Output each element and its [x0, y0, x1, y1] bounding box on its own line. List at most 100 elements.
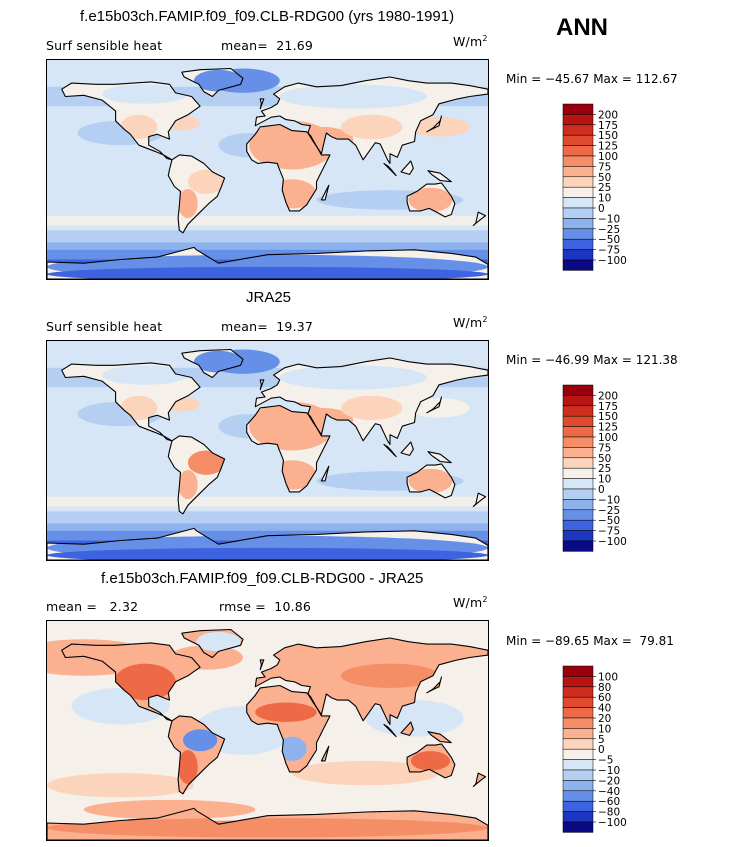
colorbar-tick-label: 20 [598, 713, 611, 725]
season-label: ANN [556, 14, 608, 41]
colorbar-bin [562, 249, 594, 261]
colorbar-bin [562, 519, 594, 531]
colorbar-tick-label: −10 [598, 765, 620, 777]
coastline [400, 721, 414, 736]
colorbar-bin [562, 478, 594, 490]
colorbar-tick-label: −50 [598, 515, 620, 527]
coastline [472, 211, 487, 227]
colorbar-bin [562, 395, 594, 407]
colorbar-bin [562, 197, 594, 209]
colorbar-bin [562, 457, 594, 469]
panel-1-minmax: Min = −45.67 Max = 112.67 [506, 72, 678, 86]
colorbar-bin [562, 707, 594, 719]
colorbar-bin [562, 821, 594, 833]
colorbar-bin [562, 447, 594, 459]
colorbar-bin [562, 467, 594, 479]
coastline [426, 115, 443, 133]
colorbar-bin [562, 426, 594, 438]
colorbar-tick-label: 125 [598, 422, 618, 434]
colorbar-tick-label: −75 [598, 526, 620, 538]
colorbar-tick-label: −100 [598, 255, 627, 267]
colorbar-bin [562, 186, 594, 198]
coastline [47, 807, 488, 840]
colorbar-tick-label: 80 [598, 682, 611, 694]
coastline [406, 743, 456, 779]
colorbar-bin [562, 759, 594, 771]
colorbar-tick-label: 100 [598, 432, 618, 444]
colorbar-bin [562, 134, 594, 146]
coastline [181, 628, 244, 659]
colorbar-tick-label: −20 [598, 775, 620, 787]
colorbar-tick-label: 0 [598, 744, 605, 756]
colorbar-tick-label: 125 [598, 141, 618, 153]
colorbar-tick-label: 10 [598, 193, 611, 205]
colorbar-tick-label: 60 [598, 692, 611, 704]
colorbar-bin [562, 145, 594, 157]
colorbar-tick-label: −5 [598, 755, 613, 767]
colorbar-tick-label: 150 [598, 130, 618, 142]
colorbar-bin [562, 676, 594, 688]
coastline [167, 435, 226, 515]
panel-1-title: f.e15b03ch.FAMIP.f09_f09.CLB-RDG00 (yrs … [80, 8, 455, 25]
colorbar-tick-label: −80 [598, 807, 620, 819]
colorbar-bin [562, 665, 594, 677]
colorbar-bin [562, 530, 594, 542]
coastline [320, 184, 330, 201]
colorbar-bin [562, 415, 594, 427]
coastline [259, 379, 265, 391]
panel-1-stat: mean= 21.69 [221, 38, 314, 53]
colorbar-tick-label: 10 [598, 723, 611, 735]
colorbar-bin [562, 748, 594, 760]
colorbar-tick-label: 75 [598, 442, 611, 454]
colorbar-bin [562, 436, 594, 448]
colorbar-bin [562, 509, 594, 521]
panel-3-colorbar: 100 80 60 40 20 10 5 0 −5 −10 −20 −40 −60 −80 −100 [562, 665, 627, 835]
colorbar-tick-label: 0 [598, 484, 605, 496]
coastline [426, 396, 443, 414]
panel-3-title: f.e15b03ch.FAMIP.f09_f09.CLB-RDG00 - JRA… [101, 570, 424, 587]
coastline [61, 81, 201, 161]
colorbar-tick-label: −75 [598, 245, 620, 257]
colorbar-bin [562, 259, 594, 271]
colorbar-bin [562, 176, 594, 188]
colorbar-bin [562, 540, 594, 552]
coastline [427, 451, 452, 464]
panel-2-left-label: Surf sensible heat [46, 319, 163, 334]
coastline [320, 465, 330, 482]
colorbar-bin [562, 728, 594, 740]
coastline [61, 362, 201, 442]
colorbar-tick-label: −50 [598, 234, 620, 246]
colorbar-tick-label: 50 [598, 172, 611, 184]
coastline [167, 154, 226, 234]
colorbar-tick-label: 200 [598, 390, 618, 402]
colorbar-bin [562, 686, 594, 698]
coastline [259, 98, 265, 110]
panel-2-title: JRA25 [246, 289, 292, 306]
coastline [181, 348, 244, 379]
colorbar-tick-label: −10 [598, 213, 620, 225]
coastline [400, 441, 414, 456]
panel-1-map [46, 59, 489, 280]
panel-2-minmax: Min = −46.99 Max = 121.38 [506, 353, 678, 367]
panel-2-map [46, 340, 489, 561]
colorbar-bin [562, 800, 594, 812]
coastline [427, 731, 452, 744]
colorbar-bin [562, 166, 594, 178]
colorbar-bin [562, 696, 594, 708]
panel-2-units: W/m2 [453, 315, 488, 331]
colorbar-bin [562, 405, 594, 417]
coastline [383, 162, 397, 177]
panel-3-map [46, 620, 489, 841]
colorbar-bin [562, 811, 594, 823]
colorbar-tick-label: −100 [598, 536, 627, 548]
colorbar-bin [562, 155, 594, 167]
panel-3-left-label: mean = 2.32 [46, 599, 139, 614]
colorbar-bin [562, 103, 594, 115]
colorbar-bin [562, 769, 594, 781]
colorbar-bin [562, 238, 594, 250]
colorbar-bin [562, 780, 594, 792]
colorbar-bin [562, 717, 594, 729]
colorbar-tick-label: 175 [598, 401, 618, 413]
coastline [472, 772, 487, 788]
colorbar-bin [562, 218, 594, 230]
